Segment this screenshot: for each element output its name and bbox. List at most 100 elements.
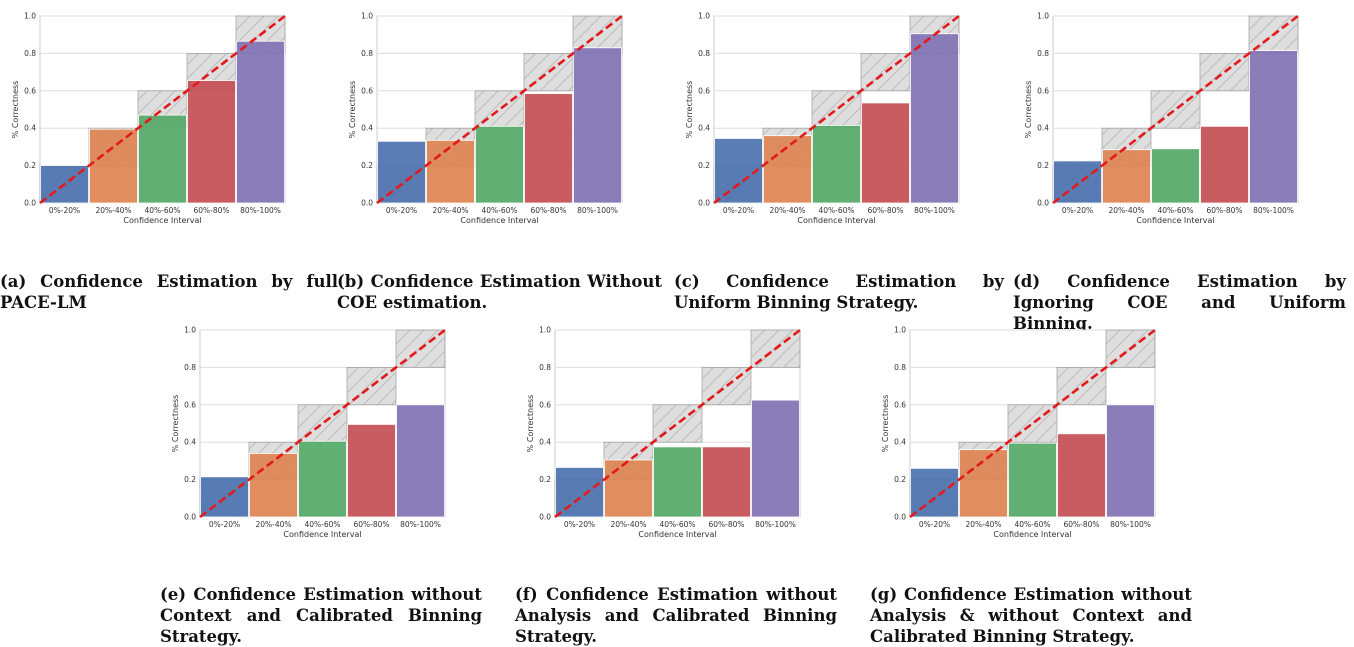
y-tick-label: 1.0 — [894, 326, 906, 335]
x-tick-label: 20%-40% — [255, 520, 291, 529]
x-axis-label: Confidence Interval — [993, 530, 1071, 539]
caption-a: (a) Confidence Estimation by full PACE-L… — [0, 272, 338, 312]
y-tick-label: 0.8 — [539, 363, 551, 372]
x-tick-label: 60%-80% — [353, 520, 389, 529]
bar — [249, 453, 298, 518]
bar — [347, 424, 396, 518]
x-tick-label: 20%-40% — [965, 520, 1001, 529]
y-tick-label: 0.2 — [361, 161, 373, 170]
x-axis-label: Confidence Interval — [123, 216, 201, 225]
x-tick-label: 60%-80% — [530, 206, 566, 215]
calibration-line — [713, 14, 960, 205]
y-tick-label: 1.0 — [698, 12, 710, 21]
y-tick-label: 0.0 — [894, 513, 906, 522]
chart-panel-e: 0.0 0.2 0.4 0.6 0.8 1.0 0%-20% 20%-40% 40%-60% 60… — [160, 314, 482, 647]
x-axis-label: Confidence Interval — [638, 530, 716, 539]
bar — [396, 404, 445, 518]
calibration-line — [1052, 14, 1299, 205]
x-tick-label: 60%-80% — [867, 206, 903, 215]
chart-panel-g: 0.0 0.2 0.4 0.6 0.8 1.0 0%-20% 20%-40% 40%-60% 60… — [870, 314, 1192, 647]
y-tick-label: 0.6 — [894, 400, 906, 409]
x-tick-label: 40%-60% — [304, 520, 340, 529]
chart-svg-g: 0.0 0.2 0.4 0.6 0.8 1.0 0%-20% 20%-40% 40%-60% 60… — [881, 326, 1156, 539]
chart-panel-d: 0.0 0.2 0.4 0.6 0.8 1.0 0%-20% 20%-40% 40%-60% 60… — [1013, 0, 1346, 334]
y-axis-label: % Correctness — [348, 81, 357, 139]
calibration-line — [376, 14, 623, 205]
x-axis-label: Confidence Interval — [460, 216, 538, 225]
y-tick-label: 0.6 — [539, 400, 551, 409]
x-tick-label: 80%-100% — [577, 206, 618, 215]
y-tick-label: 0.8 — [184, 363, 196, 372]
y-tick-label: 0.6 — [1037, 86, 1049, 95]
chart-panel-c: 0.0 0.2 0.4 0.6 0.8 1.0 0%-20% 20%-40% 40%-60% 60… — [674, 0, 1004, 313]
y-tick-label: 0.2 — [698, 161, 710, 170]
x-tick-label: 20%-40% — [1108, 206, 1144, 215]
y-tick-label: 0.2 — [894, 475, 906, 484]
y-tick-label: 0.8 — [361, 49, 373, 58]
x-tick-label: 80%-100% — [1110, 520, 1151, 529]
bar — [555, 467, 604, 518]
bar — [751, 399, 800, 518]
x-tick-label: 60%-80% — [1206, 206, 1242, 215]
chart-svg-c: 0.0 0.2 0.4 0.6 0.8 1.0 0%-20% 20%-40% 40%-60% 60… — [685, 12, 960, 225]
y-tick-label: 1.0 — [1037, 12, 1049, 21]
y-tick-label: 0.2 — [539, 475, 551, 484]
y-tick-label: 1.0 — [361, 12, 373, 21]
x-tick-label: 0%-20% — [723, 206, 754, 215]
calibration-line — [554, 328, 801, 519]
y-tick-label: 0.4 — [539, 438, 551, 447]
caption-d: (d) Confidence Estimation by Ignoring CO… — [1013, 272, 1346, 333]
x-tick-label: 80%-100% — [400, 520, 441, 529]
x-tick-label: 20%-40% — [769, 206, 805, 215]
y-tick-label: 0.2 — [24, 161, 36, 170]
y-tick-label: 0.6 — [24, 86, 36, 95]
x-tick-label: 80%-100% — [755, 520, 796, 529]
caption-f: (f) Confidence Estimation without Analys… — [515, 585, 837, 646]
chart-svg-a: 0.0 0.2 0.4 0.6 0.8 1.0 0%-20% 20%-40% 40%-60% 60… — [11, 12, 286, 225]
bar — [604, 459, 653, 518]
x-tick-label: 40%-60% — [1014, 520, 1050, 529]
x-axis-label: Confidence Interval — [1136, 216, 1214, 225]
y-tick-label: 0.4 — [698, 124, 710, 133]
bar — [959, 449, 1008, 518]
y-axis-label: % Correctness — [11, 81, 20, 139]
chart-svg-e: 0.0 0.2 0.4 0.6 0.8 1.0 0%-20% 20%-40% 40%-60% 60… — [171, 326, 446, 539]
bar — [89, 128, 138, 204]
y-axis-label: % Correctness — [526, 395, 535, 453]
y-tick-label: 0.6 — [184, 400, 196, 409]
bar — [763, 135, 812, 204]
bar — [573, 47, 622, 204]
x-axis-label: Confidence Interval — [283, 530, 361, 539]
bar — [138, 114, 187, 204]
x-axis-label: Confidence Interval — [797, 216, 875, 225]
calibration-line — [39, 14, 286, 205]
bar — [1200, 125, 1249, 204]
y-tick-label: 0.4 — [1037, 124, 1049, 133]
x-tick-label: 40%-60% — [1157, 206, 1193, 215]
x-tick-label: 80%-100% — [240, 206, 281, 215]
chart-svg-d: 0.0 0.2 0.4 0.6 0.8 1.0 0%-20% 20%-40% 40%-60% 60… — [1024, 12, 1299, 225]
caption-e: (e) Confidence Estimation without Contex… — [160, 585, 482, 646]
x-tick-label: 20%-40% — [95, 206, 131, 215]
y-tick-label: 0.0 — [539, 513, 551, 522]
x-tick-label: 0%-20% — [386, 206, 417, 215]
x-tick-label: 20%-40% — [610, 520, 646, 529]
y-tick-label: 0.6 — [361, 86, 373, 95]
bar — [426, 139, 475, 204]
x-tick-label: 60%-80% — [1063, 520, 1099, 529]
bar — [653, 446, 702, 518]
gap-box — [1199, 53, 1250, 92]
x-tick-label: 20%-40% — [432, 206, 468, 215]
y-tick-label: 0.0 — [24, 199, 36, 208]
y-axis-label: % Correctness — [685, 81, 694, 139]
chart-panel-a: 0.0 0.2 0.4 0.6 0.8 1.0 0%-20% 20%-40% 40%-60% 60… — [0, 0, 338, 313]
x-tick-label: 0%-20% — [49, 206, 80, 215]
calibration-line — [199, 328, 446, 519]
chart-svg-f: 0.0 0.2 0.4 0.6 0.8 1.0 0%-20% 20%-40% 40%-60% 60… — [526, 326, 801, 539]
x-tick-label: 40%-60% — [818, 206, 854, 215]
y-axis-label: % Correctness — [881, 395, 890, 453]
bar — [1151, 148, 1200, 204]
x-tick-label: 0%-20% — [209, 520, 240, 529]
calibration-line — [909, 328, 1156, 519]
bar — [524, 93, 573, 204]
